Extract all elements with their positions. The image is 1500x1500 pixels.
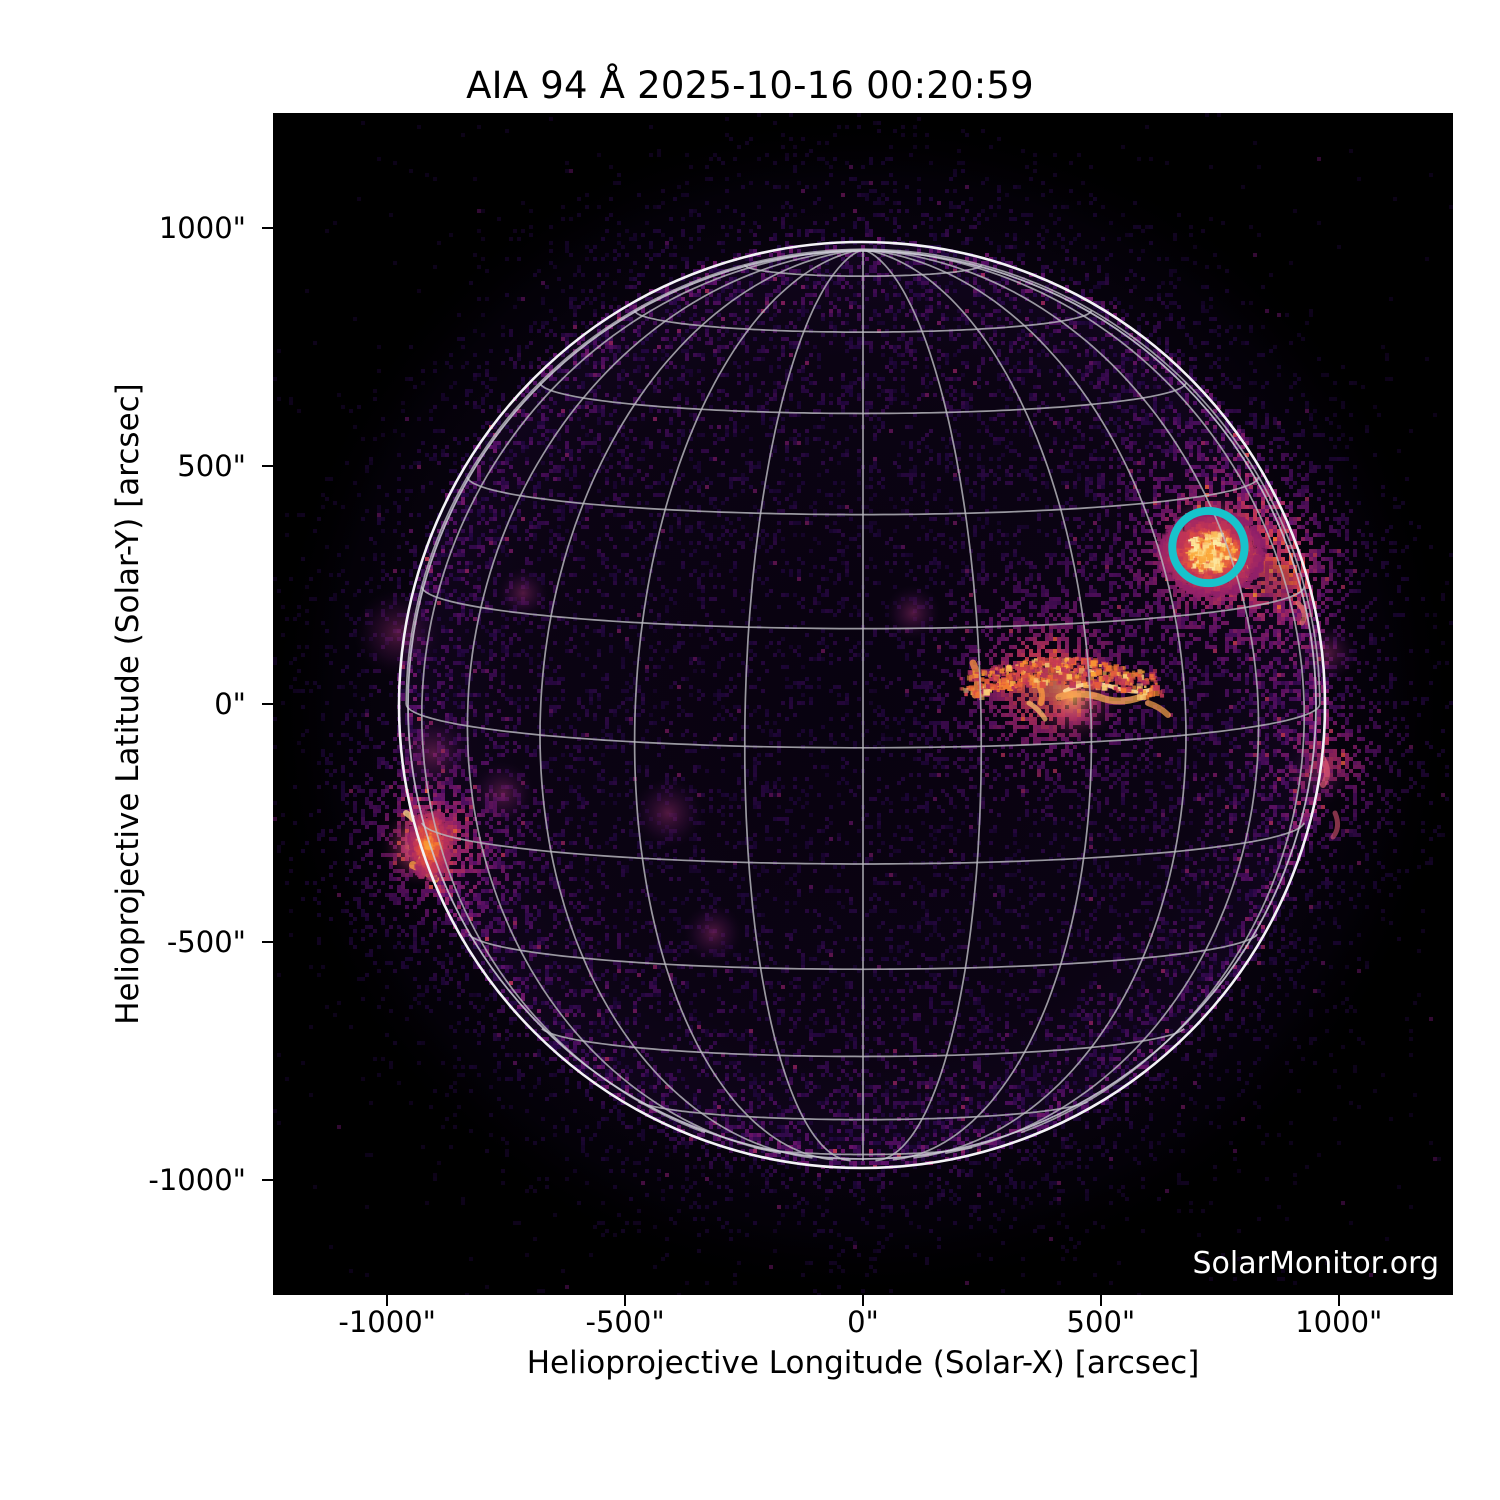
heliographic-grid <box>405 248 1321 1162</box>
y-tick-mark <box>262 465 273 468</box>
y-tick-label: 1000" <box>158 211 246 246</box>
x-axis-title: Helioprojective Longitude (Solar-X) [arc… <box>526 1345 1200 1381</box>
y-tick-label: 0" <box>214 687 246 721</box>
x-tick-label: -500" <box>585 1305 665 1339</box>
x-tick-label: 500" <box>1066 1305 1136 1339</box>
x-tick-mark <box>624 1295 627 1306</box>
page-title: AIA 94 Å 2025-10-16 00:20:59 <box>466 64 1034 107</box>
y-tick-mark <box>262 227 273 230</box>
x-tick-label: 0" <box>847 1305 879 1339</box>
x-tick-mark <box>1337 1295 1340 1306</box>
y-tick-mark <box>262 1178 273 1181</box>
x-tick-mark <box>386 1295 389 1306</box>
y-tick-mark <box>262 703 273 705</box>
solar-image-canvas <box>273 113 1453 1295</box>
y-tick-label: 500" <box>177 449 246 484</box>
euv-noise-field <box>273 113 1453 1295</box>
y-axis-title: Helioprojective Latitude (Solar-Y) [arcs… <box>110 383 146 1025</box>
x-tick-label: 1000" <box>1295 1305 1383 1339</box>
y-tick-mark <box>262 940 273 943</box>
solar-limb-circle <box>397 240 1327 1170</box>
solar-disk-surface <box>399 242 1325 1168</box>
solar-limb-inner-circle <box>407 250 1317 1160</box>
y-tick-label: -500" <box>166 924 246 959</box>
y-tick-label: -1000" <box>148 1162 246 1197</box>
x-tick-mark <box>862 1295 864 1306</box>
x-tick-mark <box>1099 1295 1102 1306</box>
x-tick-label: -1000" <box>338 1305 436 1339</box>
active-region-marker-circle[interactable] <box>1168 506 1249 588</box>
solar-disk-plot[interactable]: SolarMonitor.org <box>273 113 1453 1295</box>
